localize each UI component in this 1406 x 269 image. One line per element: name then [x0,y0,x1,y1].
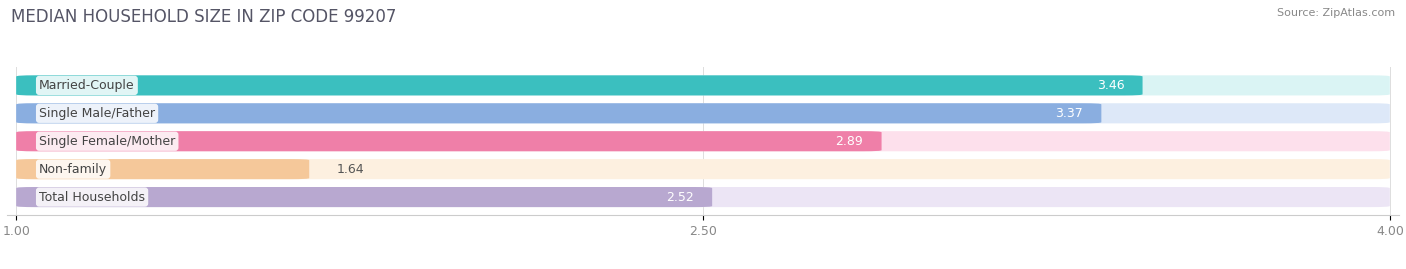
Text: Married-Couple: Married-Couple [39,79,135,92]
FancyBboxPatch shape [17,75,1389,95]
Text: Single Female/Mother: Single Female/Mother [39,135,176,148]
FancyBboxPatch shape [17,159,1389,179]
FancyBboxPatch shape [17,103,1101,123]
Text: Single Male/Father: Single Male/Father [39,107,155,120]
Text: MEDIAN HOUSEHOLD SIZE IN ZIP CODE 99207: MEDIAN HOUSEHOLD SIZE IN ZIP CODE 99207 [11,8,396,26]
Text: 3.46: 3.46 [1097,79,1125,92]
FancyBboxPatch shape [17,131,1389,151]
Text: Total Households: Total Households [39,190,145,204]
FancyBboxPatch shape [17,187,713,207]
FancyBboxPatch shape [17,187,1389,207]
FancyBboxPatch shape [17,131,882,151]
FancyBboxPatch shape [17,103,1389,123]
Text: Source: ZipAtlas.com: Source: ZipAtlas.com [1277,8,1395,18]
Text: Non-family: Non-family [39,163,107,176]
Text: 1.64: 1.64 [336,163,364,176]
Text: 2.89: 2.89 [835,135,863,148]
FancyBboxPatch shape [17,75,1143,95]
Text: 3.37: 3.37 [1056,107,1083,120]
Text: 2.52: 2.52 [666,190,693,204]
FancyBboxPatch shape [17,159,309,179]
